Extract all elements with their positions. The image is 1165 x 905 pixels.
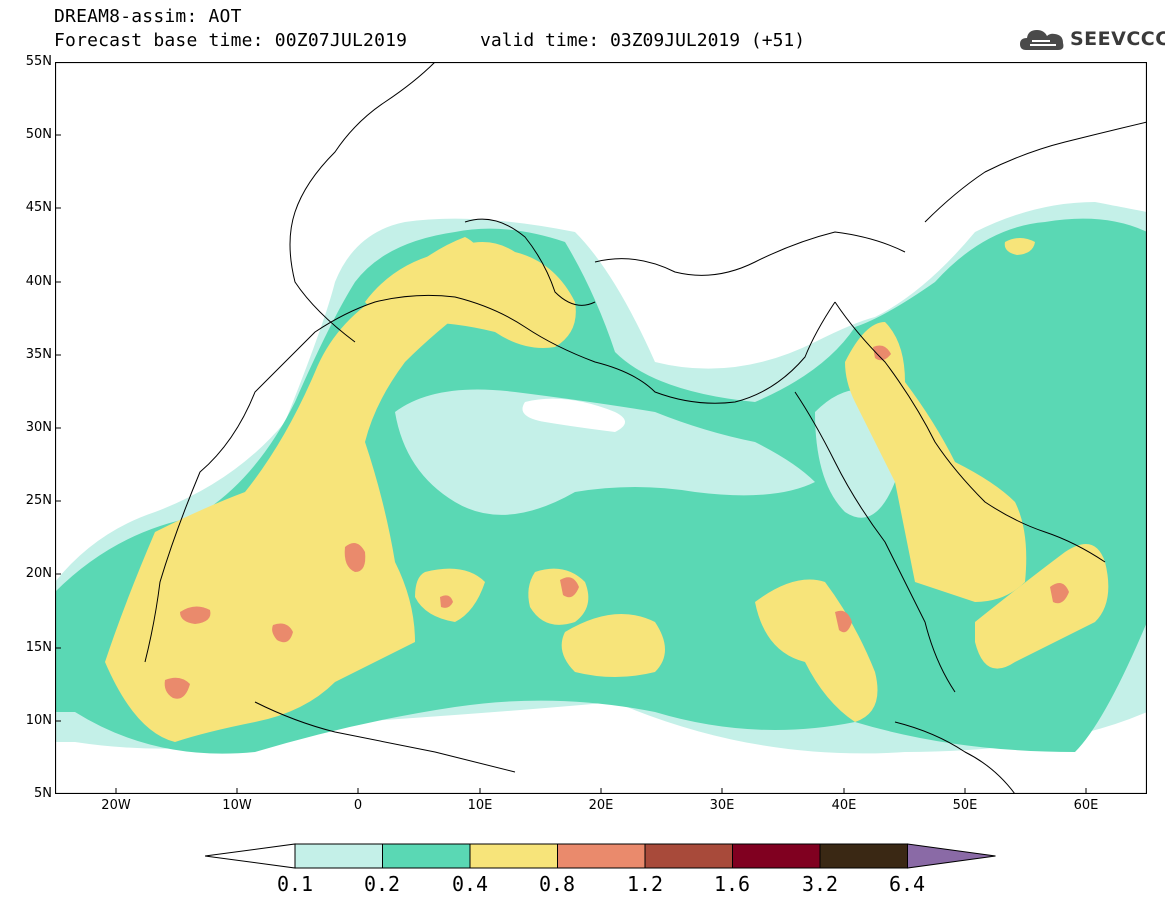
- aot-band-0.4-niger: [415, 568, 485, 622]
- aot-band-0.4-italy: [365, 242, 576, 348]
- aot-band-0.4-caspian: [1004, 238, 1035, 255]
- axis-ticks: [55, 62, 1087, 794]
- lon-tick-label: 20W: [101, 798, 131, 813]
- colorbar-label: 6.4: [888, 872, 926, 896]
- lon-tick-label: 10E: [467, 798, 493, 813]
- colorbar-label: 3.2: [801, 872, 839, 896]
- aot-hotspot: [344, 543, 366, 572]
- colorbar-under-triangle: [205, 843, 296, 869]
- forecast-base-time: Forecast base time: 00Z07JUL2019: [54, 30, 408, 51]
- aot-hotspot: [272, 623, 293, 643]
- lon-tick-label: 40E: [831, 798, 857, 813]
- colorbar: [205, 843, 996, 869]
- colorbar-segment: [469, 843, 558, 869]
- lat-tick-label: 45N: [25, 200, 52, 215]
- lat-tick-label: 5N: [34, 786, 52, 801]
- colorbar-label: 1.2: [626, 872, 664, 896]
- aot-band-0.4-sudan: [561, 614, 665, 677]
- aot-hotspot: [873, 345, 891, 361]
- coastlines: [144, 62, 1147, 794]
- aot-band-0.4-arabia: [845, 322, 1027, 602]
- colorbar-over-triangle: [907, 843, 996, 869]
- aot-hotspot: [835, 610, 852, 633]
- aot-hotspot: [180, 606, 211, 624]
- lon-tick-label: 60E: [1073, 798, 1099, 813]
- seevccc-logo: SEEVCCC: [1018, 24, 1165, 56]
- lat-tick-label: 40N: [25, 274, 52, 289]
- logo-text: SEEVCCC: [1070, 28, 1165, 50]
- aot-hotspot: [440, 595, 453, 608]
- colorbar-label: 0.8: [538, 872, 576, 896]
- lat-tick-label: 25N: [25, 493, 52, 508]
- aot-hotspot: [164, 677, 190, 699]
- aot-hotspot: [560, 577, 579, 598]
- lat-tick-label: 15N: [25, 640, 52, 655]
- colorbar-label: 0.4: [451, 872, 489, 896]
- colorbar-segment: [294, 843, 383, 869]
- lon-tick-label: 20E: [588, 798, 614, 813]
- aot-band-low-interior: [395, 389, 815, 515]
- aot-hotspot: [1050, 583, 1069, 604]
- lat-tick-label: 35N: [25, 347, 52, 362]
- valid-time: valid time: 03Z09JUL2019 (+51): [480, 30, 806, 51]
- colorbar-segment: [557, 843, 646, 869]
- lon-tick-label: 50E: [952, 798, 978, 813]
- lat-tick-label: 50N: [25, 127, 52, 142]
- colorbar-segment: [382, 843, 471, 869]
- lat-tick-label: 10N: [25, 713, 52, 728]
- colorbar-label: 1.6: [713, 872, 751, 896]
- aot-band-0.4-oman: [975, 544, 1109, 669]
- map-title: DREAM8-assim: AOT: [54, 6, 242, 27]
- lon-tick-label: 30E: [709, 798, 735, 813]
- lon-tick-label: 0: [353, 798, 363, 813]
- lat-tick-label: 30N: [25, 420, 52, 435]
- cloud-logo-icon: [1020, 30, 1064, 50]
- colorbar-segment: [819, 843, 908, 869]
- lat-tick-label: 55N: [25, 54, 52, 69]
- colorbar-segment: [644, 843, 733, 869]
- colorbar-label: 0.2: [363, 872, 401, 896]
- aot-band-low-white: [522, 398, 625, 432]
- colorbar-label: 0.1: [276, 872, 314, 896]
- colorbar-segment: [732, 843, 821, 869]
- aot-map: [55, 62, 1147, 794]
- lon-tick-label: 10W: [222, 798, 252, 813]
- lat-tick-label: 20N: [25, 566, 52, 581]
